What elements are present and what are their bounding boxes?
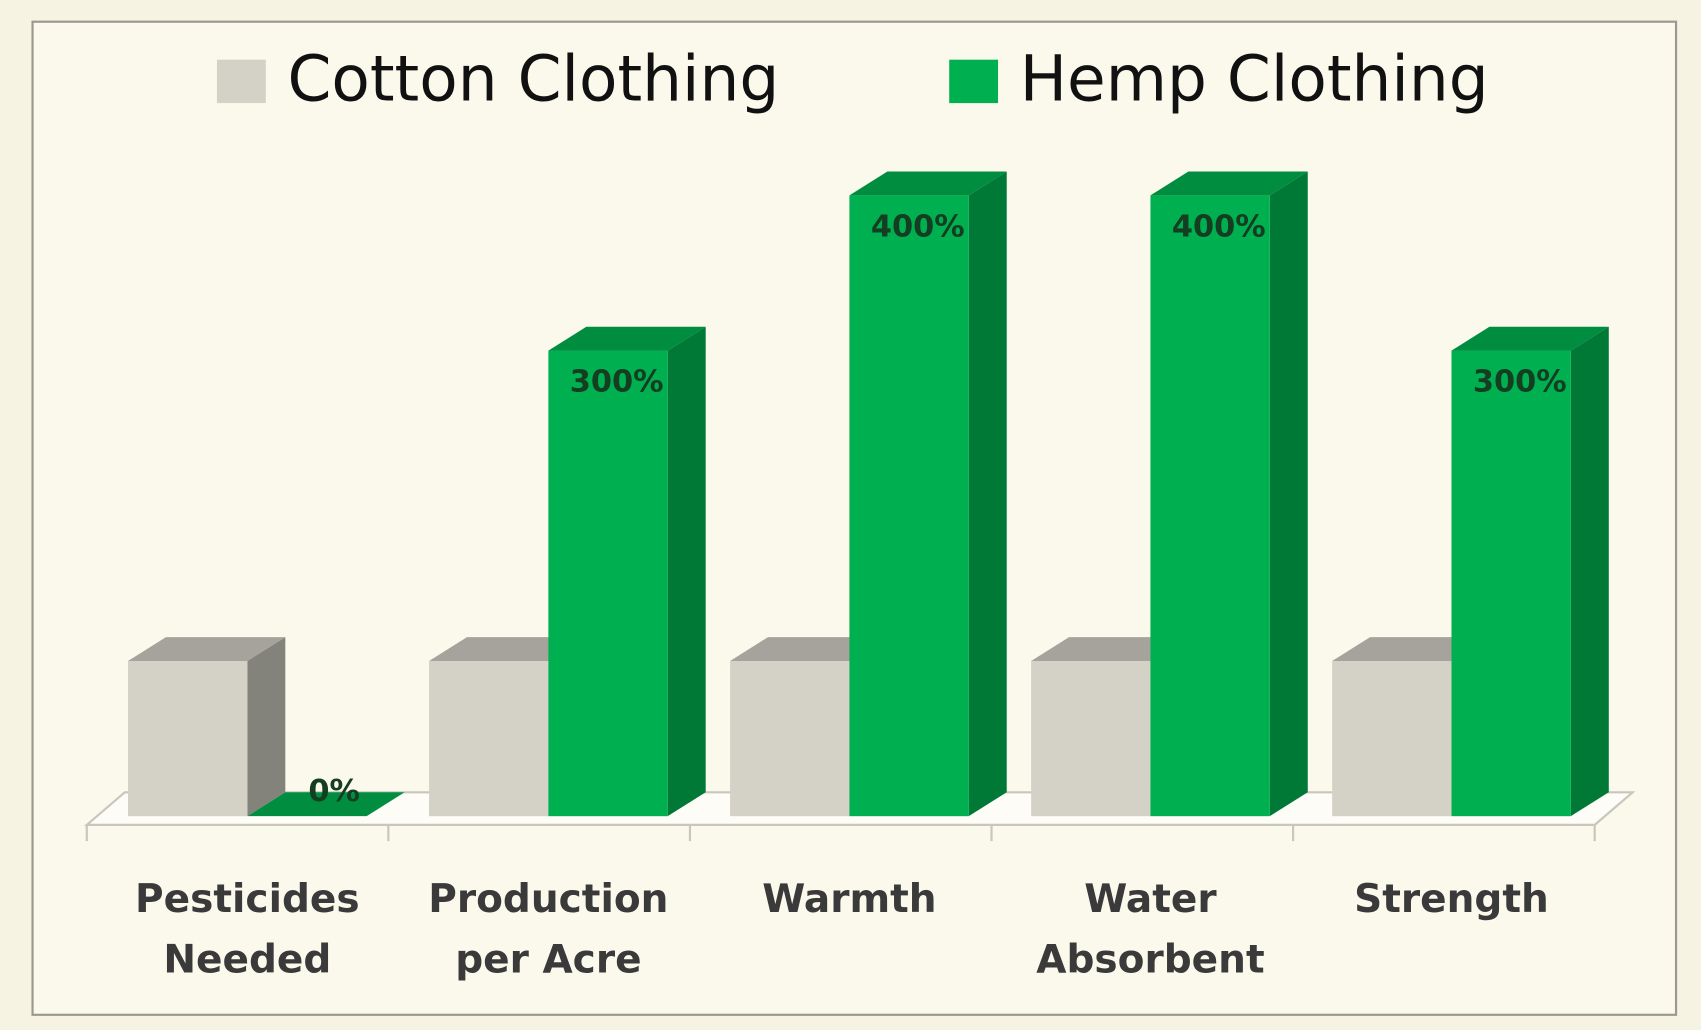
bar-side — [968, 171, 1007, 817]
x-tick-label: Pesticides Needed — [135, 876, 360, 982]
bar — [128, 660, 248, 817]
x-tick-label: Warmth — [762, 876, 936, 921]
legend-swatch — [216, 59, 266, 104]
bar — [849, 195, 969, 817]
bar-top — [1031, 637, 1189, 661]
value-label: 300% — [1473, 365, 1567, 400]
bar-top — [849, 171, 1007, 196]
bar — [1451, 350, 1571, 817]
value-label: 300% — [570, 365, 664, 400]
bar-top — [1332, 637, 1490, 661]
bar — [1031, 660, 1151, 817]
bar-top — [730, 637, 888, 661]
bar — [429, 660, 549, 817]
x-tick-label: Production per Acre — [428, 876, 668, 982]
x-tick-label: Water Absorbent — [1036, 876, 1264, 982]
bar-top — [1451, 326, 1609, 351]
bar-side — [1570, 326, 1609, 817]
bar-top — [128, 637, 286, 661]
legend-label: Cotton Clothing — [287, 43, 779, 116]
bar — [548, 350, 668, 817]
bar-top — [247, 792, 405, 817]
bar-side — [667, 326, 706, 817]
bar-top — [429, 637, 587, 661]
value-label: 400% — [871, 209, 965, 244]
bar — [1150, 195, 1270, 817]
legend-label: Hemp Clothing — [1020, 43, 1489, 116]
legend-swatch — [949, 59, 999, 104]
x-tick-label: Strength — [1354, 876, 1549, 921]
bar — [730, 660, 850, 817]
bar-side — [1269, 171, 1308, 817]
bar-top — [548, 326, 706, 351]
bar-top — [1150, 171, 1308, 196]
bar-side — [247, 637, 286, 817]
value-label: 0% — [308, 774, 360, 809]
bar — [1332, 660, 1452, 817]
value-label: 400% — [1172, 209, 1266, 244]
